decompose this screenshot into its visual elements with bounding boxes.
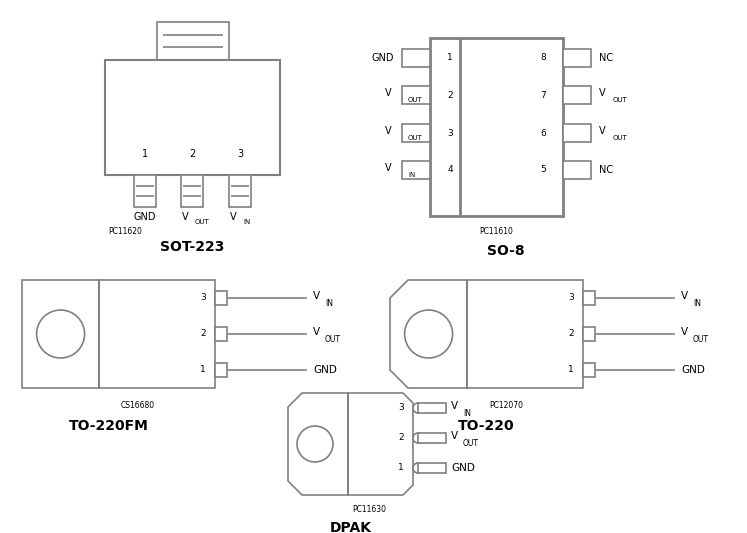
Circle shape xyxy=(297,426,333,462)
Polygon shape xyxy=(288,393,348,495)
Circle shape xyxy=(37,310,84,358)
Text: GND: GND xyxy=(371,53,394,63)
Bar xyxy=(583,327,595,341)
Bar xyxy=(563,161,591,179)
Bar xyxy=(418,403,446,413)
Text: OUT: OUT xyxy=(325,335,341,343)
Text: 4: 4 xyxy=(447,166,453,174)
Text: IN: IN xyxy=(243,219,250,225)
Text: V: V xyxy=(681,327,688,337)
Text: PC12070: PC12070 xyxy=(489,401,523,410)
Bar xyxy=(418,433,446,443)
Bar xyxy=(467,280,583,388)
Bar xyxy=(402,124,430,142)
Text: PC11620: PC11620 xyxy=(108,227,142,236)
Text: V: V xyxy=(230,212,237,222)
Text: 1: 1 xyxy=(398,464,404,472)
Bar xyxy=(99,280,215,388)
Text: 3: 3 xyxy=(447,128,453,138)
Polygon shape xyxy=(390,280,467,388)
Text: 7: 7 xyxy=(540,91,546,100)
Bar xyxy=(418,463,446,473)
Text: 3: 3 xyxy=(237,149,243,159)
Text: PC11630: PC11630 xyxy=(353,505,386,514)
Text: GND: GND xyxy=(313,365,337,375)
Text: 2: 2 xyxy=(447,91,453,100)
Text: 1: 1 xyxy=(568,366,574,375)
Text: 3: 3 xyxy=(398,403,404,413)
Text: V: V xyxy=(599,88,606,98)
Text: V: V xyxy=(599,126,606,136)
Text: CS16680: CS16680 xyxy=(121,401,155,410)
Text: 2: 2 xyxy=(398,433,404,442)
Bar xyxy=(105,60,280,175)
Text: OUT: OUT xyxy=(693,335,709,343)
Bar xyxy=(215,291,227,305)
Polygon shape xyxy=(348,393,413,495)
Bar xyxy=(563,49,591,67)
Text: 2: 2 xyxy=(568,329,574,338)
Text: IN: IN xyxy=(325,298,333,308)
Circle shape xyxy=(413,433,423,443)
Circle shape xyxy=(413,463,423,473)
Circle shape xyxy=(413,403,423,413)
Text: SOT-223: SOT-223 xyxy=(160,240,224,254)
Text: IN: IN xyxy=(408,172,415,178)
Bar xyxy=(402,49,430,67)
Text: 1: 1 xyxy=(447,53,453,62)
Text: OUT: OUT xyxy=(408,97,423,103)
Bar xyxy=(215,363,227,377)
Bar xyxy=(157,22,229,60)
Bar xyxy=(229,175,251,207)
Text: V: V xyxy=(385,163,392,173)
Text: NC: NC xyxy=(599,165,613,175)
Text: V: V xyxy=(451,431,458,441)
Text: V: V xyxy=(313,327,320,337)
Text: IN: IN xyxy=(693,298,701,308)
Text: TO-220: TO-220 xyxy=(458,419,515,433)
Text: NC: NC xyxy=(599,53,613,63)
Text: TO-220FM: TO-220FM xyxy=(69,419,149,433)
Text: GND: GND xyxy=(681,365,705,375)
Bar xyxy=(583,363,595,377)
Text: V: V xyxy=(182,212,189,222)
Text: V: V xyxy=(451,401,458,411)
Text: 2: 2 xyxy=(189,149,195,159)
Text: OUT: OUT xyxy=(463,439,479,448)
Bar xyxy=(134,175,156,207)
Bar xyxy=(583,291,595,305)
Text: 1: 1 xyxy=(200,366,206,375)
Text: 3: 3 xyxy=(568,294,574,303)
Text: 5: 5 xyxy=(540,166,546,174)
Text: 3: 3 xyxy=(200,294,206,303)
Bar xyxy=(22,280,99,388)
Text: GND: GND xyxy=(134,212,156,222)
Text: 1: 1 xyxy=(142,149,148,159)
Bar xyxy=(563,86,591,104)
Text: PC11610: PC11610 xyxy=(479,227,513,236)
Text: SO-8: SO-8 xyxy=(487,244,525,258)
Text: OUT: OUT xyxy=(195,219,210,225)
Text: V: V xyxy=(385,126,392,136)
Text: IN: IN xyxy=(463,408,471,417)
Text: GND: GND xyxy=(451,463,475,473)
Bar xyxy=(430,38,563,216)
Text: V: V xyxy=(385,88,392,98)
Text: V: V xyxy=(313,291,320,301)
Text: V: V xyxy=(681,291,688,301)
Text: DPAK: DPAK xyxy=(329,521,371,533)
Text: 2: 2 xyxy=(200,329,206,338)
Bar xyxy=(215,327,227,341)
Bar xyxy=(402,161,430,179)
Text: OUT: OUT xyxy=(613,97,627,103)
Bar xyxy=(563,124,591,142)
Text: 6: 6 xyxy=(540,128,546,138)
Bar xyxy=(181,175,203,207)
Text: 8: 8 xyxy=(540,53,546,62)
Text: OUT: OUT xyxy=(408,135,423,141)
Circle shape xyxy=(405,310,453,358)
Bar xyxy=(402,86,430,104)
Text: OUT: OUT xyxy=(613,135,627,141)
